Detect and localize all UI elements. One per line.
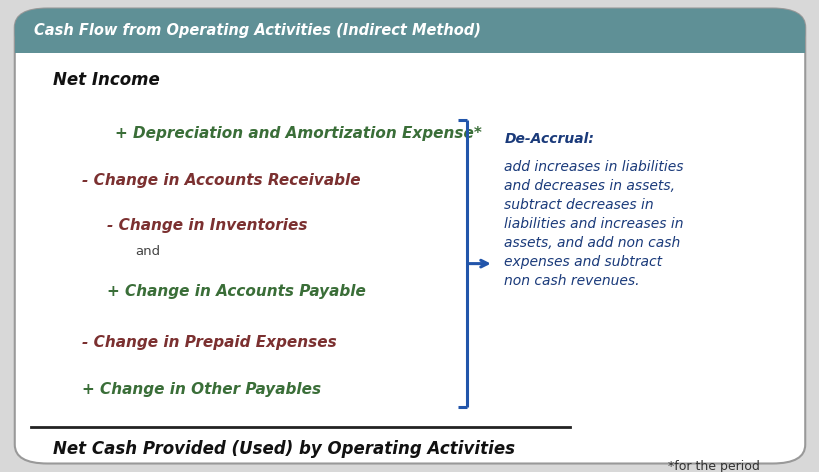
Text: Net Cash Provided (Used) by Operating Activities: Net Cash Provided (Used) by Operating Ac…: [53, 440, 514, 458]
Text: - Change in Prepaid Expenses: - Change in Prepaid Expenses: [82, 335, 337, 350]
FancyBboxPatch shape: [15, 31, 804, 53]
Text: add increases in liabilities
and decreases in assets,
subtract decreases in
liab: add increases in liabilities and decreas…: [504, 160, 683, 288]
Text: *for the period: *for the period: [667, 460, 759, 472]
Text: + Depreciation and Amortization Expense*: + Depreciation and Amortization Expense*: [115, 126, 481, 141]
Text: - Change in Inventories: - Change in Inventories: [106, 218, 307, 233]
Text: - Change in Accounts Receivable: - Change in Accounts Receivable: [82, 173, 360, 188]
Text: Cash Flow from Operating Activities (Indirect Method): Cash Flow from Operating Activities (Ind…: [34, 23, 481, 38]
FancyBboxPatch shape: [15, 8, 804, 53]
Text: and: and: [135, 244, 161, 258]
Text: + Change in Accounts Payable: + Change in Accounts Payable: [106, 284, 365, 299]
Text: + Change in Other Payables: + Change in Other Payables: [82, 382, 321, 397]
FancyBboxPatch shape: [15, 8, 804, 464]
Text: De-Accrual:: De-Accrual:: [504, 132, 594, 146]
Text: Net Income: Net Income: [53, 71, 160, 89]
